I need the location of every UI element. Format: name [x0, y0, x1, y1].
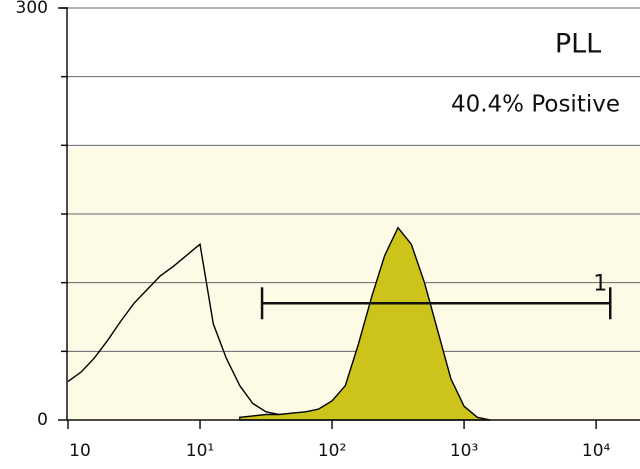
y-tick-label: 0 [37, 410, 48, 430]
annotation: PLL [555, 29, 601, 60]
annotation: 40.4% Positive [451, 92, 620, 118]
gate-label: 1 [593, 271, 607, 296]
y-tick-label: 300 [16, 0, 48, 18]
x-tick-label: 10² [318, 441, 346, 461]
x-tick-label: 10¹ [186, 441, 214, 461]
x-tick-label: 10 [69, 441, 91, 461]
histogram [239, 226, 491, 421]
x-tick-label: 10³ [450, 441, 478, 461]
x-tick-label: 10⁴ [582, 441, 611, 461]
